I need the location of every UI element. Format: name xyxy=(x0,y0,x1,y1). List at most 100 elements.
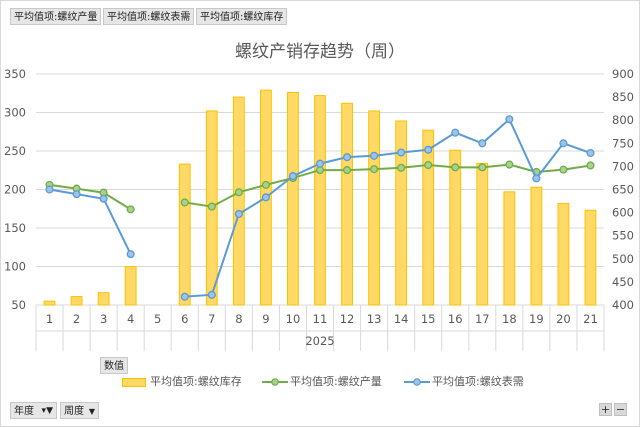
point-production xyxy=(559,165,568,174)
series-line-production xyxy=(49,183,132,211)
point-production xyxy=(370,165,379,174)
point-demand xyxy=(397,148,406,157)
week-field-label: 周度 xyxy=(64,406,84,417)
legend-demand: 平均值项:螺纹表需 xyxy=(404,375,524,389)
values-field-button[interactable]: 数值 xyxy=(100,357,128,374)
bar-inventory xyxy=(287,91,299,306)
bar-inventory xyxy=(503,191,516,306)
x-tick-label: 17 xyxy=(475,312,490,326)
bar-inventory xyxy=(70,296,83,306)
chart-title: 螺纹产销存趋势（周） xyxy=(235,42,405,62)
x-tick-label: 13 xyxy=(367,312,382,326)
point-demand xyxy=(180,292,189,301)
y-right-tick-label: 400 xyxy=(612,298,634,312)
y-left-tick-label: 350 xyxy=(4,67,26,81)
field-button-inventory[interactable]: 平均值项:螺纹库存 xyxy=(196,8,288,25)
point-production xyxy=(315,166,325,175)
x-tick-label: 7 xyxy=(208,312,215,326)
y-right-tick-label: 650 xyxy=(612,183,634,197)
y-right-tick-label: 550 xyxy=(612,229,634,243)
point-production xyxy=(478,163,487,172)
field-button-demand[interactable]: 平均值项:螺纹表需 xyxy=(103,8,195,25)
filter-icon[interactable]: ▾▼ xyxy=(41,406,53,416)
x-tick-label: 4 xyxy=(127,312,134,326)
x-tick-label: 18 xyxy=(502,312,517,326)
y-left-tick-label: 200 xyxy=(4,183,26,197)
x-tick-label: 20 xyxy=(556,312,571,326)
series-line-demand xyxy=(184,117,591,298)
point-demand xyxy=(586,148,595,158)
y-right-tick-label: 500 xyxy=(612,252,634,266)
legend-inventory: 平均值项:螺纹库存 xyxy=(122,375,242,389)
x-tick-label: 16 xyxy=(448,312,463,326)
point-production xyxy=(505,160,514,169)
y-left-tick-label: 250 xyxy=(4,144,26,158)
x-tick-label: 15 xyxy=(421,312,436,326)
point-demand xyxy=(424,145,433,154)
bar-inventory xyxy=(232,96,245,306)
point-production xyxy=(126,205,135,214)
point-demand xyxy=(126,250,135,259)
point-demand xyxy=(505,115,514,124)
y-right-tick-label: 850 xyxy=(612,90,634,104)
y-left-tick-label: 100 xyxy=(4,260,26,274)
bar-inventory xyxy=(557,202,570,306)
y-right-tick-label: 750 xyxy=(612,136,634,150)
x-tick-label: 3 xyxy=(100,312,107,326)
legend-label-demand: 平均值项:螺纹表需 xyxy=(432,375,524,388)
point-production xyxy=(586,161,595,170)
y-right-tick-label: 800 xyxy=(612,113,634,127)
x-tick-label: 8 xyxy=(235,312,242,326)
year-field-label: 年度 xyxy=(14,406,34,417)
point-production xyxy=(234,188,243,197)
x-tick-label: 19 xyxy=(529,312,544,326)
week-field-button[interactable]: 周度 ▼ xyxy=(60,402,99,419)
x-tick-label: 5 xyxy=(154,312,161,326)
legend-label-production: 平均值项:螺纹产量 xyxy=(290,375,382,388)
bar-inventory xyxy=(449,149,462,306)
point-production xyxy=(451,163,460,172)
x-tick-label: 2 xyxy=(73,312,80,326)
expand-button[interactable]: + xyxy=(599,403,612,416)
y-right-tick-label: 700 xyxy=(612,159,634,173)
bar-inventory xyxy=(584,209,597,306)
point-production xyxy=(342,166,352,175)
point-demand xyxy=(315,159,325,168)
bar-inventory xyxy=(124,266,137,306)
series-line-production xyxy=(184,163,591,208)
point-demand xyxy=(234,209,243,219)
point-production xyxy=(424,160,433,170)
point-demand xyxy=(451,128,460,137)
dropdown-arrow-icon[interactable]: ▼ xyxy=(88,407,95,416)
point-demand xyxy=(559,139,568,148)
bar-inventory xyxy=(314,95,326,306)
x-tick-label: 1 xyxy=(46,312,53,326)
x-tick-label: 14 xyxy=(394,312,409,326)
legend-marker-demand xyxy=(404,378,430,386)
point-production xyxy=(180,198,189,207)
x-tick-label: 11 xyxy=(313,312,328,326)
bar-inventory xyxy=(341,102,353,306)
year-field-button[interactable]: 年度 ▾▼ xyxy=(10,402,57,419)
legend-marker-production xyxy=(262,378,288,386)
legend-production: 平均值项:螺纹产量 xyxy=(262,375,382,389)
point-demand xyxy=(370,151,379,160)
bar-inventory xyxy=(368,110,381,306)
bar-inventory xyxy=(395,120,408,306)
field-button-production[interactable]: 平均值项:螺纹产量 xyxy=(10,8,102,25)
bar-inventory xyxy=(178,163,191,306)
point-demand xyxy=(478,139,487,148)
y-right-tick-label: 450 xyxy=(612,275,634,289)
x-tick-label: 10 xyxy=(286,312,301,326)
bar-inventory xyxy=(530,186,543,306)
collapse-button[interactable]: − xyxy=(614,403,627,416)
point-demand xyxy=(342,153,352,162)
x-tick-label: 6 xyxy=(181,312,188,326)
x-tick-label: 9 xyxy=(262,312,269,326)
series-line-demand xyxy=(49,188,132,255)
legend-swatch-inventory xyxy=(122,377,146,387)
point-demand xyxy=(288,172,298,181)
legend-label-inventory: 平均值项:螺纹库存 xyxy=(150,375,242,388)
point-demand xyxy=(99,194,108,203)
